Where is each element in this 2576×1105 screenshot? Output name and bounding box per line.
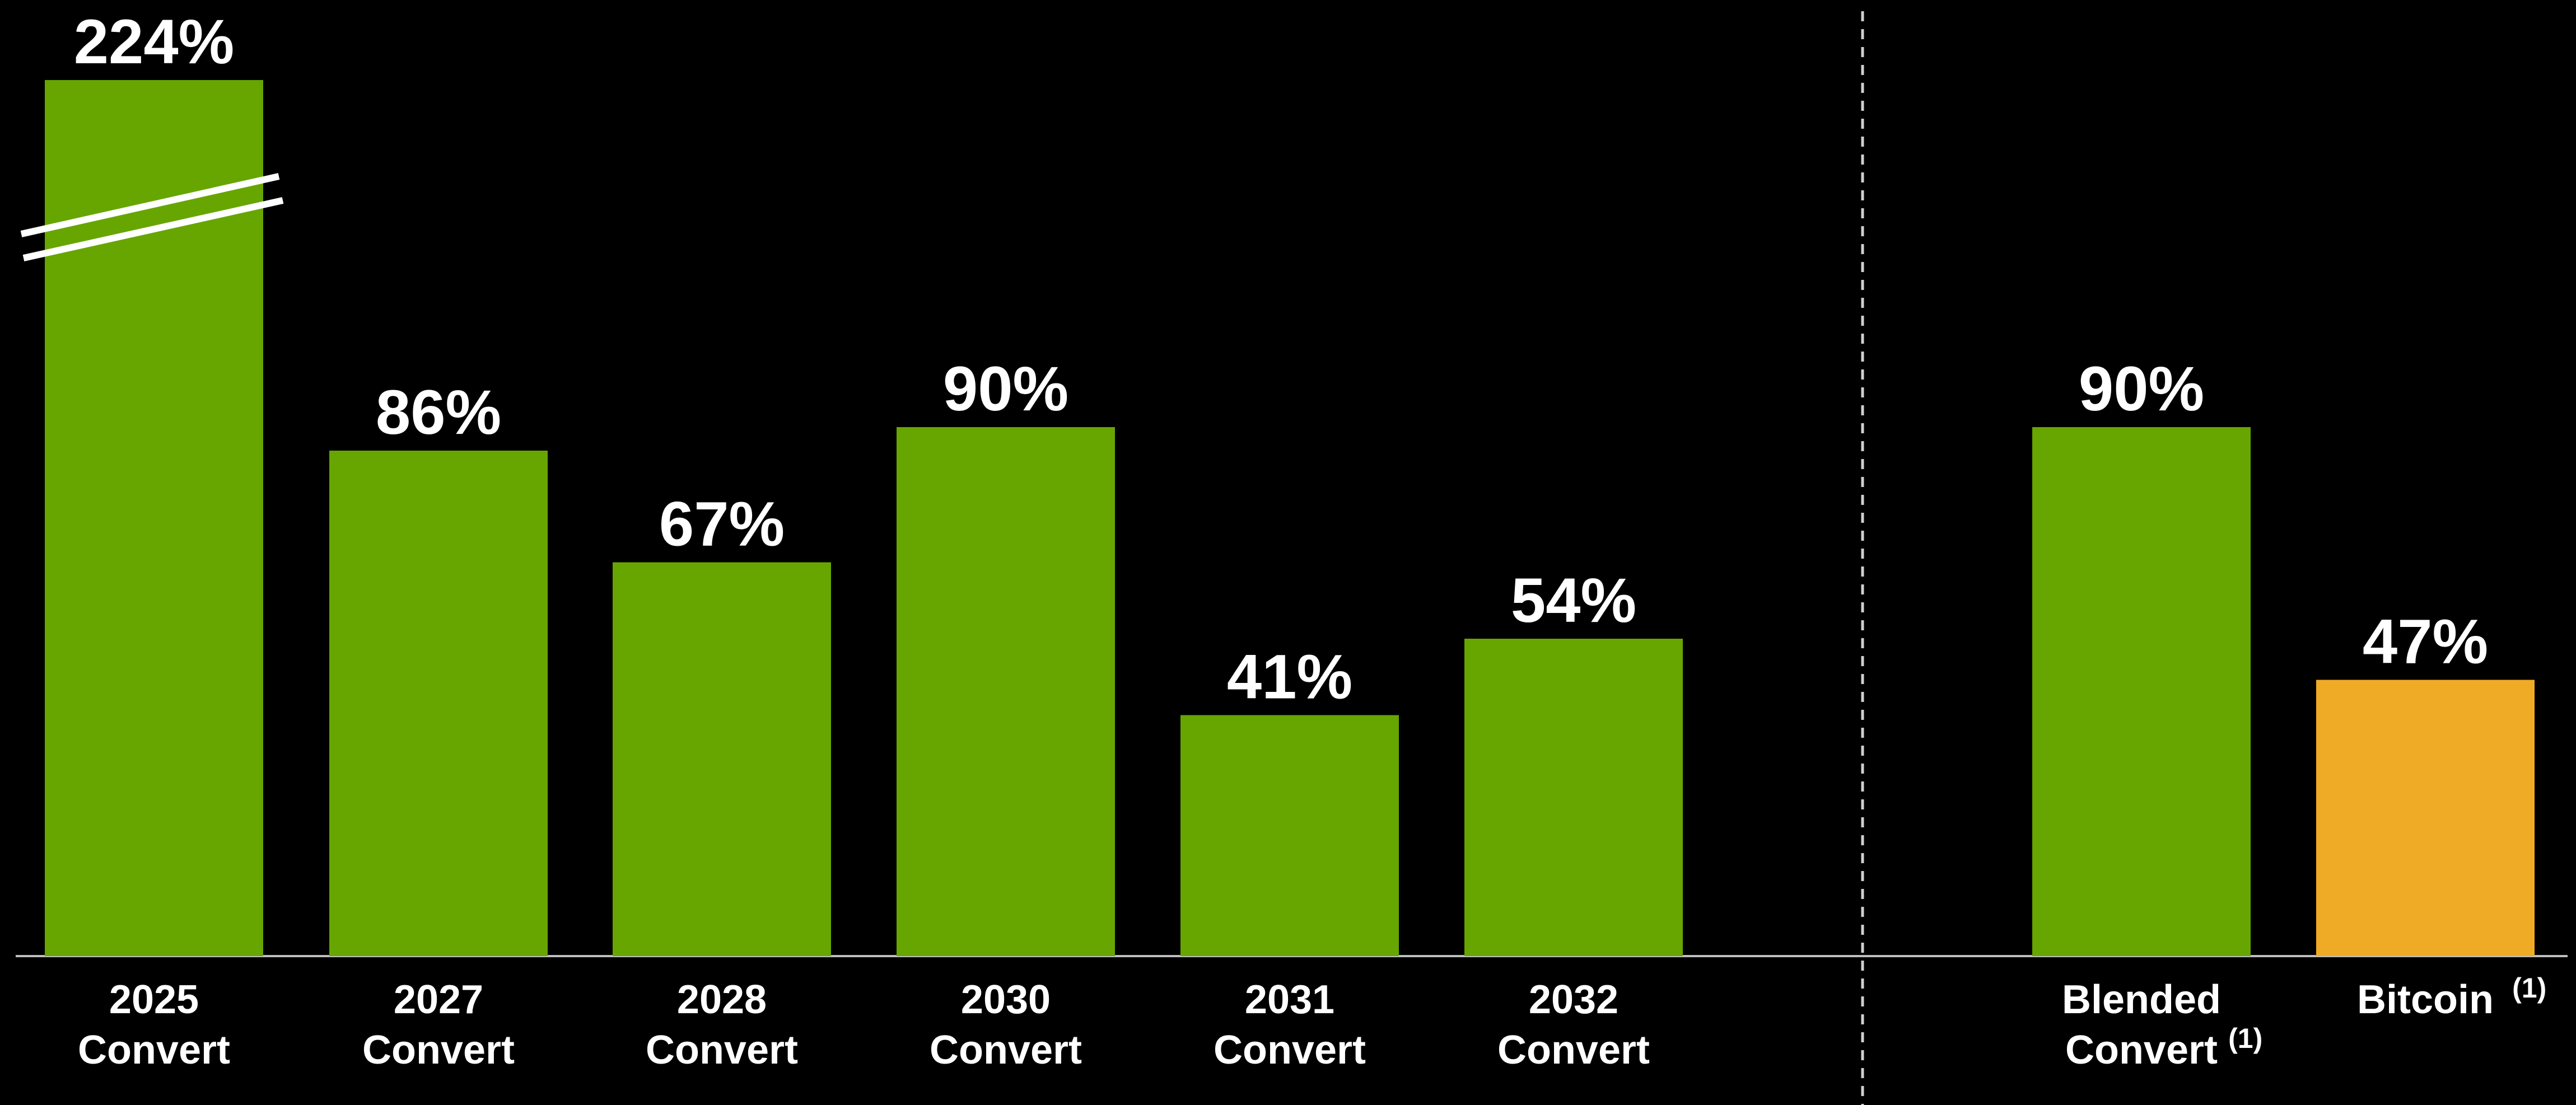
axis-break-mark-upper xyxy=(20,173,280,237)
category-label-5: 2032 Convert xyxy=(1497,977,1650,1073)
value-label-2: 67% xyxy=(659,489,785,559)
category-label-line2: Convert xyxy=(930,1028,1082,1073)
category-label-line1: 2028 xyxy=(677,977,767,1022)
axis-break-mark-lower xyxy=(22,197,284,261)
category-label-line1: 2030 xyxy=(961,977,1051,1022)
category-label-2: 2028 Convert xyxy=(646,977,798,1073)
category-label-line1: Bitcoin xyxy=(2357,977,2494,1022)
category-label-line1: 2031 xyxy=(1245,977,1334,1022)
category-label-4: 2031 Convert xyxy=(1214,977,1366,1073)
category-label-6: Blended Convert xyxy=(2062,977,2221,1073)
bar-2 xyxy=(613,562,831,956)
category-label-0: 2025 Convert xyxy=(78,977,230,1073)
category-label-line1: Blended xyxy=(2062,977,2221,1022)
category-label-3: 2030 Convert xyxy=(930,977,1082,1073)
category-label-line2: Convert xyxy=(362,1028,515,1073)
category-label-line1: 2027 xyxy=(394,977,483,1022)
category-label-line2: Convert xyxy=(646,1028,798,1073)
category-label-1: 2027 Convert xyxy=(362,977,515,1073)
category-label-line2: Convert xyxy=(1214,1028,1366,1073)
category-label-line2: Convert xyxy=(2065,1028,2218,1073)
category-label-line2: Convert xyxy=(78,1028,230,1073)
bar-3 xyxy=(897,427,1115,956)
labels-layer: 224% 2025 Convert 86% 2027 Convert 67% 2028 Conv… xyxy=(20,7,2546,1073)
bar-7 xyxy=(2316,680,2535,956)
footnote-marker-6: (1) xyxy=(2228,1023,2262,1054)
value-label-1: 86% xyxy=(376,377,501,447)
footnote-marker-7: (1) xyxy=(2512,972,2546,1004)
category-label-line1: 2032 xyxy=(1529,977,1618,1022)
value-label-5: 54% xyxy=(1511,565,1636,635)
category-label-line2: Convert xyxy=(1497,1028,1650,1073)
bar-5 xyxy=(1464,639,1683,956)
bar-6 xyxy=(2032,427,2251,956)
value-label-0: 224% xyxy=(74,7,234,77)
value-label-6: 90% xyxy=(2079,354,2204,424)
bar-1 xyxy=(329,451,548,956)
bars-layer xyxy=(45,80,2535,956)
value-label-3: 90% xyxy=(943,354,1068,424)
category-label-line1: 2025 xyxy=(109,977,199,1022)
bar-4 xyxy=(1180,715,1399,956)
value-label-4: 41% xyxy=(1227,642,1352,712)
value-label-7: 47% xyxy=(2363,607,2488,677)
category-label-7: Bitcoin xyxy=(2357,977,2494,1022)
